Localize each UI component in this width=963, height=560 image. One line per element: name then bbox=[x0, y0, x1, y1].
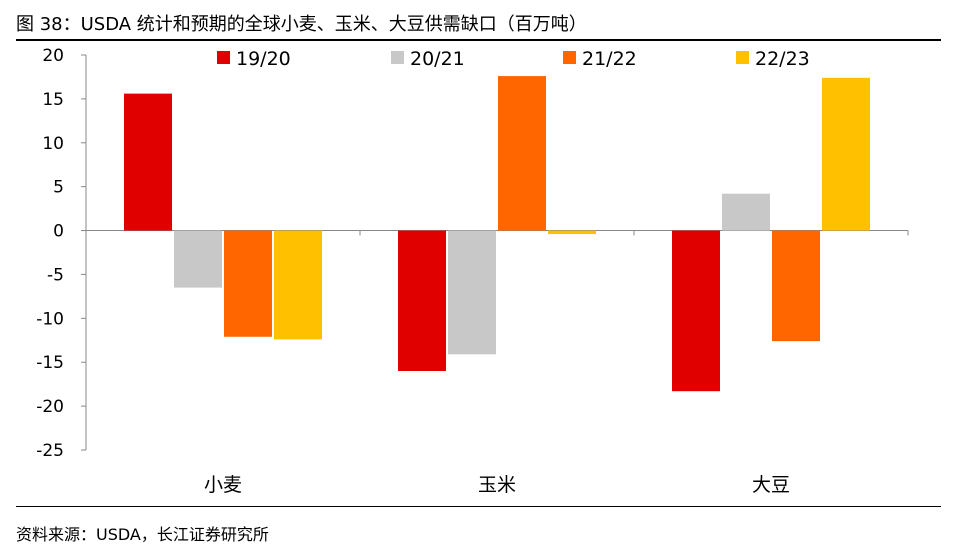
y-tick-label: 20 bbox=[42, 46, 64, 66]
y-tick-label: -5 bbox=[47, 265, 64, 285]
bar-22-23-0 bbox=[274, 230, 322, 340]
y-tick-label: 15 bbox=[42, 90, 64, 110]
bar-20-21-1 bbox=[448, 230, 496, 355]
x-category-label: 玉米 bbox=[478, 474, 516, 496]
bar-20-21-2 bbox=[722, 193, 770, 231]
bar-21-22-1 bbox=[498, 76, 546, 231]
legend-label: 22/23 bbox=[755, 48, 810, 70]
bar-21-22-2 bbox=[772, 230, 820, 342]
legend-swatch-21-22 bbox=[563, 51, 576, 64]
bar-21-22-0 bbox=[224, 230, 272, 337]
y-tick-label: -15 bbox=[36, 353, 64, 373]
y-tick-label: 10 bbox=[42, 134, 64, 154]
bar-22-23-2 bbox=[822, 77, 870, 231]
legend-label: 19/20 bbox=[236, 48, 291, 70]
legend-swatch-20-21 bbox=[391, 51, 404, 64]
legend-label: 20/21 bbox=[410, 48, 465, 70]
x-category-label: 小麦 bbox=[204, 474, 242, 496]
bar-19-20-2 bbox=[672, 230, 720, 392]
y-tick-label: 0 bbox=[53, 222, 64, 242]
source-note: 资料来源：USDA，长江证券研究所 bbox=[16, 525, 269, 544]
x-category-label: 大豆 bbox=[752, 474, 790, 496]
bar-19-20-0 bbox=[124, 93, 172, 231]
legend-swatch-22-23 bbox=[736, 51, 749, 64]
figure-title: 图 38：USDA 统计和预期的全球小麦、玉米、大豆供需缺口（百万吨） bbox=[16, 14, 587, 35]
bar-22-23-1 bbox=[548, 230, 596, 235]
chart: 20 15 10 5 0 -5 -10 -15 -20 -25 小麦 玉米 大豆 19/20 20/21 21… bbox=[36, 46, 909, 496]
y-tick-label: -25 bbox=[36, 441, 64, 461]
top-rule bbox=[16, 39, 941, 41]
bottom-rule bbox=[16, 506, 941, 507]
legend-swatch-19-20 bbox=[217, 51, 230, 64]
bar-19-20-1 bbox=[398, 230, 446, 371]
legend-label: 21/22 bbox=[582, 48, 637, 70]
bar-20-21-0 bbox=[174, 230, 222, 288]
y-tick-label: -20 bbox=[36, 397, 64, 417]
y-tick-label: 5 bbox=[53, 178, 64, 198]
y-tick-label: -10 bbox=[36, 309, 64, 329]
